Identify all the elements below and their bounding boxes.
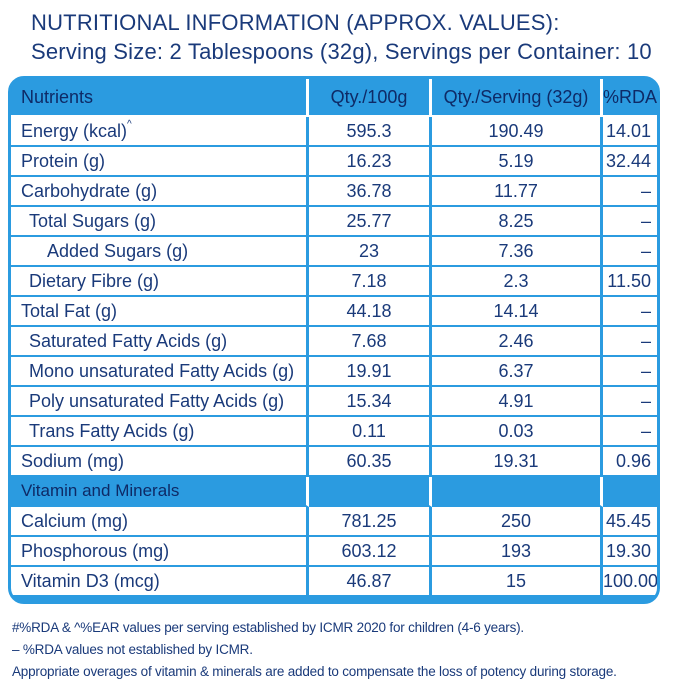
nutrient-name: Vitamin D3 (mcg): [11, 567, 309, 595]
header-rda-label: %RDA: [603, 86, 657, 107]
qty-per-serving: 14.14: [432, 297, 603, 327]
table-row: Dietary Fibre (g) 7.18 2.3 11.50: [11, 267, 657, 297]
table-row: Trans Fatty Acids (g) 0.11 0.03 –: [11, 417, 657, 447]
section-empty-cell: [309, 477, 432, 507]
nutrient-name: Added Sugars (g): [11, 237, 309, 267]
nutrition-title: NUTRITIONAL INFORMATION (APPROX. VALUES)…: [31, 10, 560, 35]
qty-per-100g: 19.91: [309, 357, 432, 387]
table-row: Total Fat (g) 44.18 14.14 –: [11, 297, 657, 327]
footnote-rda-not-established: – %RDA values not established by ICMR.: [12, 642, 253, 657]
qty-per-100g: 46.87: [309, 567, 432, 595]
nutrient-name: Mono unsaturated Fatty Acids (g): [11, 357, 309, 387]
qty-per-serving: 15: [432, 567, 603, 595]
rda-value: –: [603, 237, 657, 267]
qty-per-serving: 193: [432, 537, 603, 567]
qty-per-100g: 603.12: [309, 537, 432, 567]
qty-per-100g: 781.25: [309, 507, 432, 537]
qty-per-serving: 5.19: [432, 147, 603, 177]
table-row: Carbohydrate (g) 36.78 11.77 –: [11, 177, 657, 207]
qty-per-100g: 0.11: [309, 417, 432, 447]
table-row: Poly unsaturated Fatty Acids (g) 15.34 4…: [11, 387, 657, 417]
rda-value: –: [603, 417, 657, 447]
qty-per-100g: 595.3: [309, 117, 432, 147]
qty-per-100g: 16.23: [309, 147, 432, 177]
table-row: Vitamin D3 (mcg) 46.87 15 100.00: [11, 567, 657, 595]
qty-per-serving: 0.03: [432, 417, 603, 447]
rda-value: 0.96: [603, 447, 657, 477]
rda-value: –: [603, 207, 657, 237]
rda-value: 14.01: [603, 117, 657, 147]
qty-per-serving: 8.25: [432, 207, 603, 237]
footnote-overages: Appropriate overages of vitamin & minera…: [12, 664, 617, 679]
qty-per-serving: 250: [432, 507, 603, 537]
table-row: Added Sugars (g) 23 7.36 –: [11, 237, 657, 267]
qty-per-serving: 19.31: [432, 447, 603, 477]
nutrient-name: Total Sugars (g): [11, 207, 309, 237]
qty-per-100g: 36.78: [309, 177, 432, 207]
nutrient-label: Energy (kcal): [21, 120, 128, 141]
table-row: Total Sugars (g) 25.77 8.25 –: [11, 207, 657, 237]
table-row: Sodium (mg) 60.35 19.31 0.96: [11, 447, 657, 477]
nutrient-name: Calcium (mg): [11, 507, 309, 537]
section-empty-cell: [432, 477, 603, 507]
nutrient-name: Phosphorous (mg): [11, 537, 309, 567]
table-row: Energy (kcal)^ 595.3 190.49 14.01: [11, 117, 657, 147]
rda-value: –: [603, 387, 657, 417]
qty-per-100g: 23: [309, 237, 432, 267]
table-row: Saturated Fatty Acids (g) 7.68 2.46 –: [11, 327, 657, 357]
nutrient-name: Total Fat (g): [11, 297, 309, 327]
qty-per-100g: 60.35: [309, 447, 432, 477]
rda-value: –: [603, 297, 657, 327]
qty-per-serving: 4.91: [432, 387, 603, 417]
nutrition-title-block: NUTRITIONAL INFORMATION (APPROX. VALUES)…: [31, 8, 681, 66]
qty-per-serving: 2.3: [432, 267, 603, 297]
qty-per-100g: 7.68: [309, 327, 432, 357]
header-qty-per-serving: Qty./Serving (32g): [432, 79, 603, 117]
rda-value: 100.00: [603, 567, 657, 595]
rda-value: –: [603, 357, 657, 387]
rda-value: –: [603, 327, 657, 357]
nutrition-table-panel: Nutrients Qty./100g Qty./Serving (32g) %…: [8, 76, 660, 604]
section-label-vitamins-minerals: Vitamin and Minerals: [11, 477, 309, 507]
qty-per-serving: 2.46: [432, 327, 603, 357]
header-nutrients: Nutrients: [11, 79, 309, 117]
header-qty-per-100g: Qty./100g: [309, 79, 432, 117]
nutrient-name: Trans Fatty Acids (g): [11, 417, 309, 447]
table-header-row: Nutrients Qty./100g Qty./Serving (32g) %…: [11, 79, 657, 117]
nutrient-name: Carbohydrate (g): [11, 177, 309, 207]
nutrient-name: Protein (g): [11, 147, 309, 177]
qty-per-100g: 7.18: [309, 267, 432, 297]
qty-per-serving: 11.77: [432, 177, 603, 207]
table-row: Mono unsaturated Fatty Acids (g) 19.91 6…: [11, 357, 657, 387]
nutrition-table: Nutrients Qty./100g Qty./Serving (32g) %…: [11, 79, 657, 595]
rda-value: –: [603, 177, 657, 207]
table-row: Protein (g) 16.23 5.19 32.44: [11, 147, 657, 177]
nutrient-name: Poly unsaturated Fatty Acids (g): [11, 387, 309, 417]
rda-value: 19.30: [603, 537, 657, 567]
section-header-row: Vitamin and Minerals: [11, 477, 657, 507]
qty-per-100g: 25.77: [309, 207, 432, 237]
header-rda: %RDA#: [603, 79, 657, 117]
qty-per-100g: 15.34: [309, 387, 432, 417]
table-row: Phosphorous (mg) 603.12 193 19.30: [11, 537, 657, 567]
serving-size-line: Serving Size: 2 Tablespoons (32g), Servi…: [31, 39, 652, 64]
section-empty-cell: [603, 477, 657, 507]
nutrient-name: Saturated Fatty Acids (g): [11, 327, 309, 357]
qty-per-serving: 7.36: [432, 237, 603, 267]
rda-value: 32.44: [603, 147, 657, 177]
qty-per-100g: 44.18: [309, 297, 432, 327]
table-row: Calcium (mg) 781.25 250 45.45: [11, 507, 657, 537]
rda-value: 45.45: [603, 507, 657, 537]
qty-per-serving: 190.49: [432, 117, 603, 147]
footnotes: #%RDA & ^%EAR values per serving establi…: [12, 617, 682, 683]
nutrient-name: Dietary Fibre (g): [11, 267, 309, 297]
nutrient-name: Sodium (mg): [11, 447, 309, 477]
nutrient-name: Energy (kcal)^: [11, 117, 309, 147]
qty-per-serving: 6.37: [432, 357, 603, 387]
footnote-rda-ear: #%RDA & ^%EAR values per serving establi…: [12, 620, 524, 635]
ear-mark: ^: [127, 118, 132, 130]
rda-value: 11.50: [603, 267, 657, 297]
